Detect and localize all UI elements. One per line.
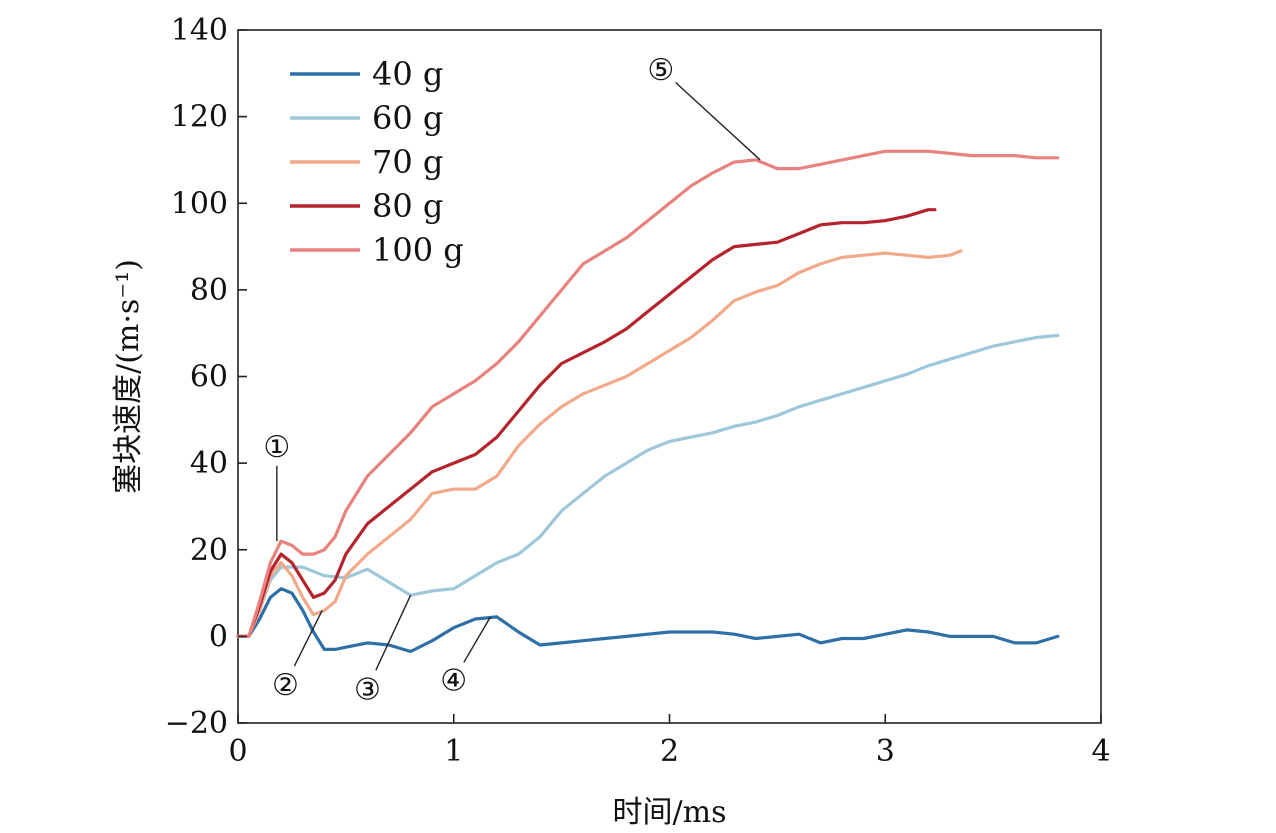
series-line-3 (236, 208, 937, 638)
x-tick-label: 3 (876, 734, 895, 769)
annotation-layer: ① ② ③ ④ ⑤ (263, 53, 761, 707)
x-tick-label: 2 (660, 734, 679, 769)
callout-label-5: ⑤ (647, 53, 674, 88)
series-line-1 (236, 333, 1060, 638)
x-axis-title: 时间/ms (613, 795, 727, 830)
y-tick-label: 60 (190, 360, 228, 395)
callout-leader-4 (463, 616, 492, 663)
legend-label-0: 40 g (372, 55, 443, 93)
legend-label-4: 100 g (372, 231, 464, 269)
legend: 40 g 60 g 70 g 80 g 100 g (290, 55, 464, 269)
plot-area (237, 29, 1102, 724)
series-line-4 (236, 149, 1060, 638)
callout-label-2: ② (272, 668, 299, 703)
y-tick-label: 120 (171, 100, 228, 135)
y-tick-label: 140 (171, 13, 228, 48)
legend-label-3: 80 g (372, 187, 443, 225)
y-tick-label: 40 (190, 446, 228, 481)
x-tick-label: 1 (444, 734, 463, 769)
callout-label-1: ① (263, 430, 290, 465)
plot-frame (237, 29, 1102, 724)
legend-label-1: 60 g (372, 99, 443, 137)
series-line-0 (236, 587, 1060, 654)
legend-label-2: 70 g (372, 143, 443, 181)
series-layer (236, 149, 1060, 654)
y-tick-label: 80 (190, 273, 228, 308)
callout-leader-5 (675, 81, 761, 161)
callout-label-4: ④ (440, 664, 467, 699)
series-line-2 (236, 249, 963, 638)
callout-leader-2 (293, 610, 323, 667)
y-tick-label: 0 (209, 619, 228, 654)
x-tick-label: 4 (1091, 734, 1110, 769)
y-tick-label: −20 (165, 706, 228, 741)
y-tick-label: 100 (171, 186, 228, 221)
callout-label-3: ③ (354, 672, 381, 707)
callout-leader-3 (375, 594, 412, 671)
y-tick-label: 20 (190, 533, 228, 568)
y-axis-title: 塞块速度/(m·s⁻¹) (111, 259, 146, 494)
x-tick-label: 0 (228, 734, 247, 769)
